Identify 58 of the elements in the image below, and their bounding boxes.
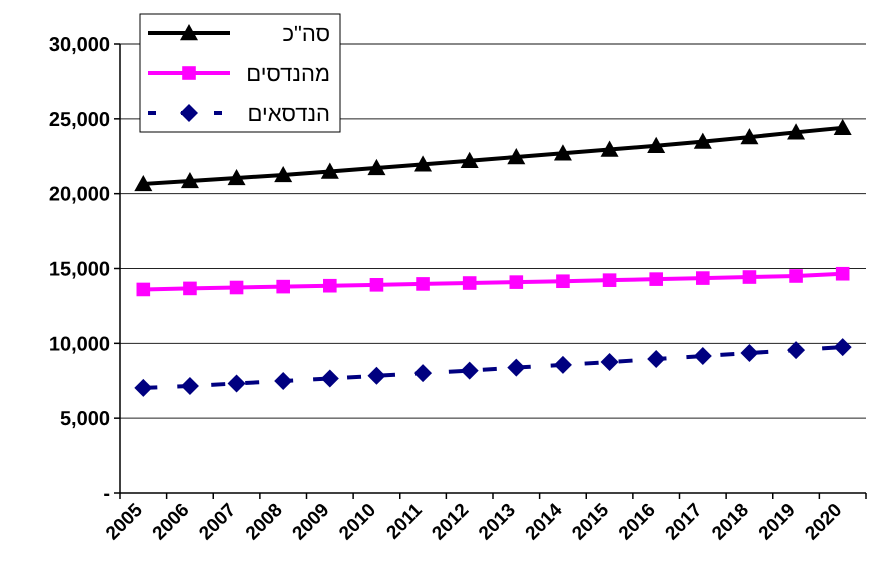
point (134, 174, 152, 192)
point (460, 362, 479, 380)
point (647, 136, 666, 153)
point (836, 266, 850, 281)
point (414, 364, 432, 382)
y-tick-label: 10,000 (48, 333, 110, 356)
point (694, 132, 712, 149)
point (414, 155, 432, 172)
y-tick-label: 5,000 (60, 408, 110, 430)
point (740, 344, 758, 362)
point (602, 273, 616, 287)
point (180, 172, 199, 188)
point (460, 152, 479, 168)
point (274, 372, 292, 390)
point (600, 353, 619, 372)
y-tick-label: 15,000 (48, 258, 110, 280)
point (462, 276, 476, 290)
y-tick-label: 25,000 (48, 108, 110, 131)
point (600, 140, 619, 157)
point (510, 275, 524, 289)
point (320, 162, 339, 179)
point (180, 376, 199, 395)
point (323, 278, 337, 293)
point (556, 274, 570, 288)
point (554, 144, 572, 160)
point (742, 270, 756, 284)
point (134, 378, 152, 397)
point (416, 277, 430, 291)
point (787, 341, 806, 360)
point (230, 280, 244, 294)
point (370, 278, 384, 292)
legend-label: מהנדסים (246, 61, 330, 86)
point (694, 347, 712, 366)
point (554, 356, 572, 374)
point (696, 271, 710, 285)
point (276, 280, 290, 294)
point (367, 366, 386, 385)
point (647, 350, 666, 368)
y-tick-label: - (103, 483, 110, 505)
y-tick-label: 20,000 (48, 184, 110, 206)
point (787, 123, 806, 140)
point (834, 118, 852, 136)
point (789, 269, 803, 283)
point (649, 272, 663, 286)
point (228, 168, 246, 186)
point (507, 148, 526, 164)
point (834, 338, 852, 356)
point (136, 282, 150, 296)
legend-label: הנדסאים (248, 101, 330, 126)
point (367, 158, 386, 176)
point (274, 166, 292, 182)
point (228, 374, 246, 392)
point (740, 128, 758, 144)
y-tick-label: 30,000 (48, 34, 110, 56)
point (183, 282, 197, 296)
legend-label: סה"כ (282, 21, 330, 46)
point (507, 358, 526, 377)
point (320, 370, 339, 388)
